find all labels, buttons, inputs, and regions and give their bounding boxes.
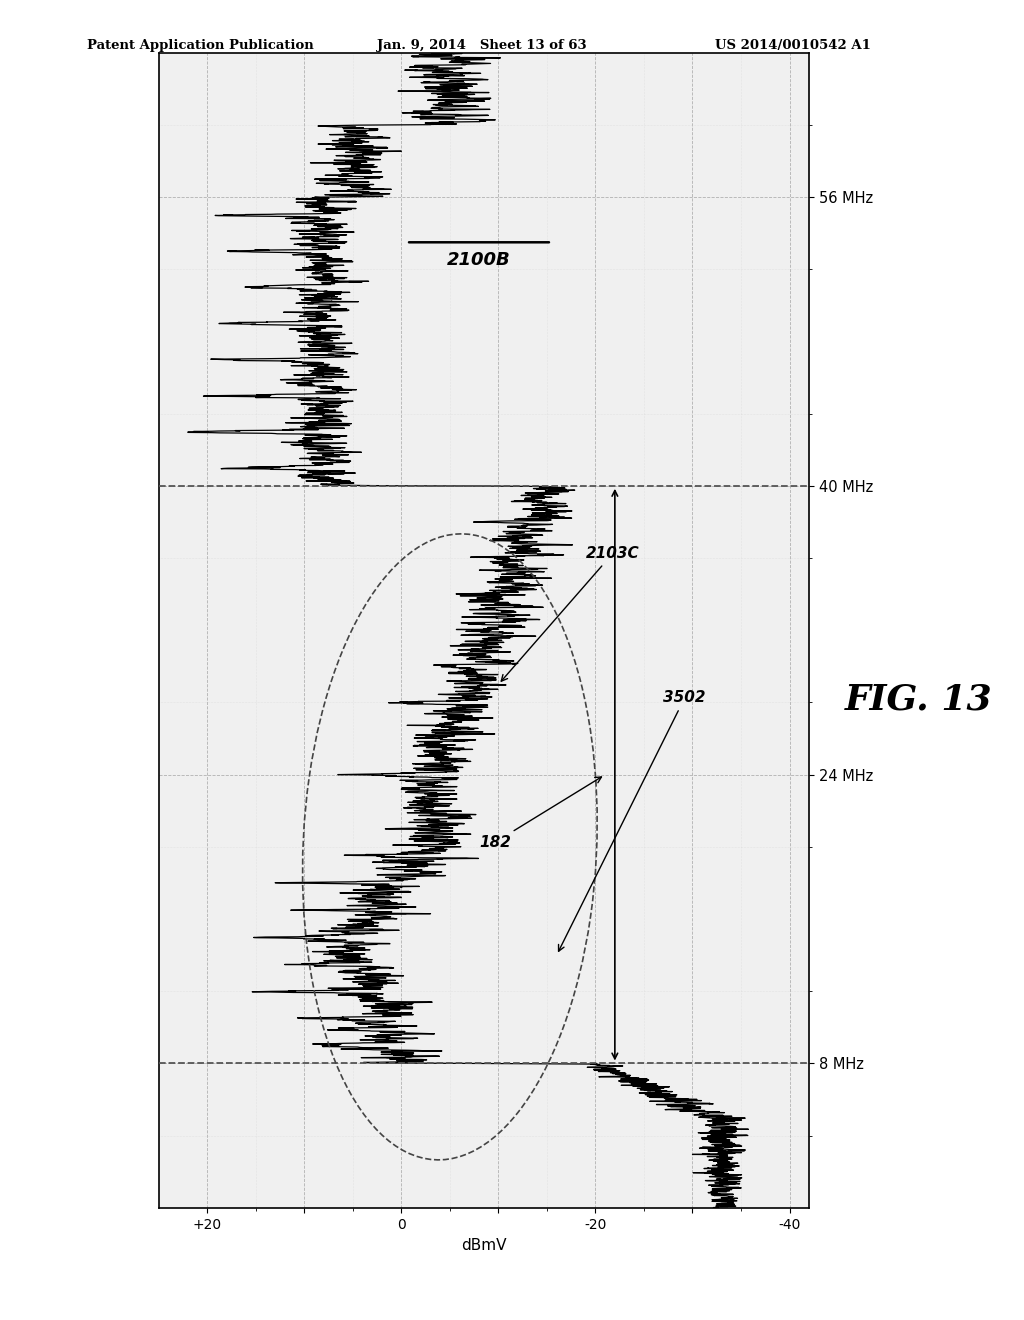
Text: 182: 182 — [479, 777, 601, 850]
Text: Patent Application Publication: Patent Application Publication — [87, 38, 313, 51]
Text: 3502: 3502 — [558, 690, 706, 952]
Text: 2103C: 2103C — [501, 546, 640, 681]
Text: Jan. 9, 2014   Sheet 13 of 63: Jan. 9, 2014 Sheet 13 of 63 — [377, 38, 587, 51]
Text: FIG. 13: FIG. 13 — [845, 682, 992, 717]
Text: 2100B: 2100B — [447, 251, 511, 269]
X-axis label: dBmV: dBmV — [461, 1238, 507, 1254]
Text: US 2014/0010542 A1: US 2014/0010542 A1 — [715, 38, 870, 51]
